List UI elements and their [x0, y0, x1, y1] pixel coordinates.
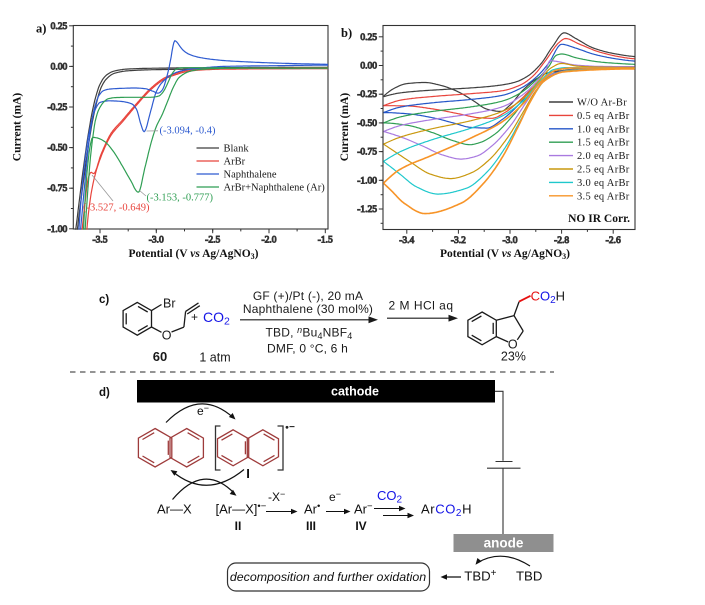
svg-text:Current (mA): Current (mA) [12, 93, 24, 162]
svg-text:Blank: Blank [224, 144, 250, 155]
svg-text:Ar—X: Ar—X [157, 502, 192, 517]
svg-text:anode: anode [484, 536, 524, 551]
svg-text:O: O [162, 328, 172, 342]
svg-text:c): c) [99, 294, 109, 306]
svg-text:60: 60 [153, 349, 167, 364]
svg-text:ArBr: ArBr [224, 157, 246, 168]
svg-text:0.25: 0.25 [360, 33, 377, 43]
svg-text:-0.50: -0.50 [357, 119, 377, 129]
svg-text:-1.00: -1.00 [357, 176, 377, 186]
svg-text:III: III [306, 519, 316, 533]
svg-text:-3.4: -3.4 [399, 236, 414, 246]
svg-text:ArCO2H: ArCO2H [421, 502, 472, 520]
svg-text:-3.0: -3.0 [149, 236, 164, 246]
svg-text:cathode: cathode [331, 385, 379, 399]
svg-text:23%: 23% [501, 350, 526, 364]
svg-text:3.0 eq ArBr: 3.0 eq ArBr [577, 178, 630, 189]
svg-text:2.0 eq ArBr: 2.0 eq ArBr [577, 151, 630, 162]
svg-text:decomposition and further oxid: decomposition and further oxidation [230, 570, 426, 584]
svg-text:ArBr+Naphthalene (Ar): ArBr+Naphthalene (Ar) [224, 183, 326, 194]
svg-text:CO2H: CO2H [531, 289, 565, 307]
svg-text:DMF, 0 °C, 6 h: DMF, 0 °C, 6 h [267, 342, 348, 356]
svg-text:2 M HCl aq: 2 M HCl aq [388, 299, 453, 313]
svg-text:(-3.527, -0.649): (-3.527, -0.649) [83, 203, 150, 214]
svg-text:NO IR Corr.: NO IR Corr. [568, 213, 630, 225]
svg-text:2.5 eq ArBr: 2.5 eq ArBr [577, 165, 630, 176]
svg-text:-2.8: -2.8 [554, 236, 569, 246]
svg-text:-1.5: -1.5 [318, 236, 333, 246]
svg-text:1.5 eq ArBr: 1.5 eq ArBr [577, 138, 630, 149]
svg-text:Potential (V vs Ag/AgNO3): Potential (V vs Ag/AgNO3) [129, 248, 259, 261]
svg-text:-2.0: -2.0 [261, 236, 276, 246]
svg-text:(-3.153, -0.777): (-3.153, -0.777) [147, 193, 214, 204]
svg-text:Naphthalene: Naphthalene [224, 170, 277, 181]
svg-text:Current (mA): Current (mA) [339, 93, 351, 162]
svg-text:Potential (V vs Ag/AgNO3): Potential (V vs Ag/AgNO3) [440, 248, 570, 261]
svg-text:1.0 eq ArBr: 1.0 eq ArBr [577, 124, 630, 135]
svg-text:3.5 eq ArBr: 3.5 eq ArBr [577, 191, 630, 202]
svg-text:0.5 eq ArBr: 0.5 eq ArBr [577, 111, 630, 122]
svg-text:II: II [235, 519, 242, 533]
svg-text:-2.5: -2.5 [205, 236, 220, 246]
svg-text:d): d) [99, 387, 110, 399]
svg-text:1 atm: 1 atm [199, 351, 230, 365]
svg-text:I: I [246, 466, 250, 481]
svg-text:W/O Ar-Br: W/O Ar-Br [577, 98, 627, 109]
svg-text:-1.25: -1.25 [357, 205, 377, 215]
svg-text:-0.75: -0.75 [357, 148, 377, 158]
svg-text:0.00: 0.00 [51, 62, 68, 72]
svg-text:TBD: TBD [516, 569, 542, 584]
svg-text:-3.0: -3.0 [502, 236, 517, 246]
svg-text:-2.6: -2.6 [606, 236, 621, 246]
svg-text:-0.25: -0.25 [357, 90, 377, 100]
svg-text:-0.75: -0.75 [48, 184, 68, 194]
svg-text:Naphthalene (30 mol%): Naphthalene (30 mol%) [243, 302, 373, 316]
svg-text:-3.2: -3.2 [451, 236, 466, 246]
svg-text:TBD, nBu4NBF4: TBD, nBu4NBF4 [265, 325, 352, 341]
svg-text:(-3.094, -0.4): (-3.094, -0.4) [160, 126, 216, 137]
svg-text:b): b) [341, 26, 352, 40]
svg-text:-0.25: -0.25 [48, 103, 68, 113]
svg-text:-0.50: -0.50 [48, 144, 68, 154]
svg-text:a): a) [36, 22, 46, 36]
svg-text:Br: Br [163, 297, 176, 311]
svg-text:+: + [191, 310, 198, 324]
svg-text:-3.5: -3.5 [92, 236, 107, 246]
svg-text:IV: IV [355, 519, 366, 533]
svg-text:0.00: 0.00 [360, 62, 377, 72]
svg-text:0.25: 0.25 [51, 22, 68, 32]
svg-text:-1.00: -1.00 [48, 225, 68, 235]
